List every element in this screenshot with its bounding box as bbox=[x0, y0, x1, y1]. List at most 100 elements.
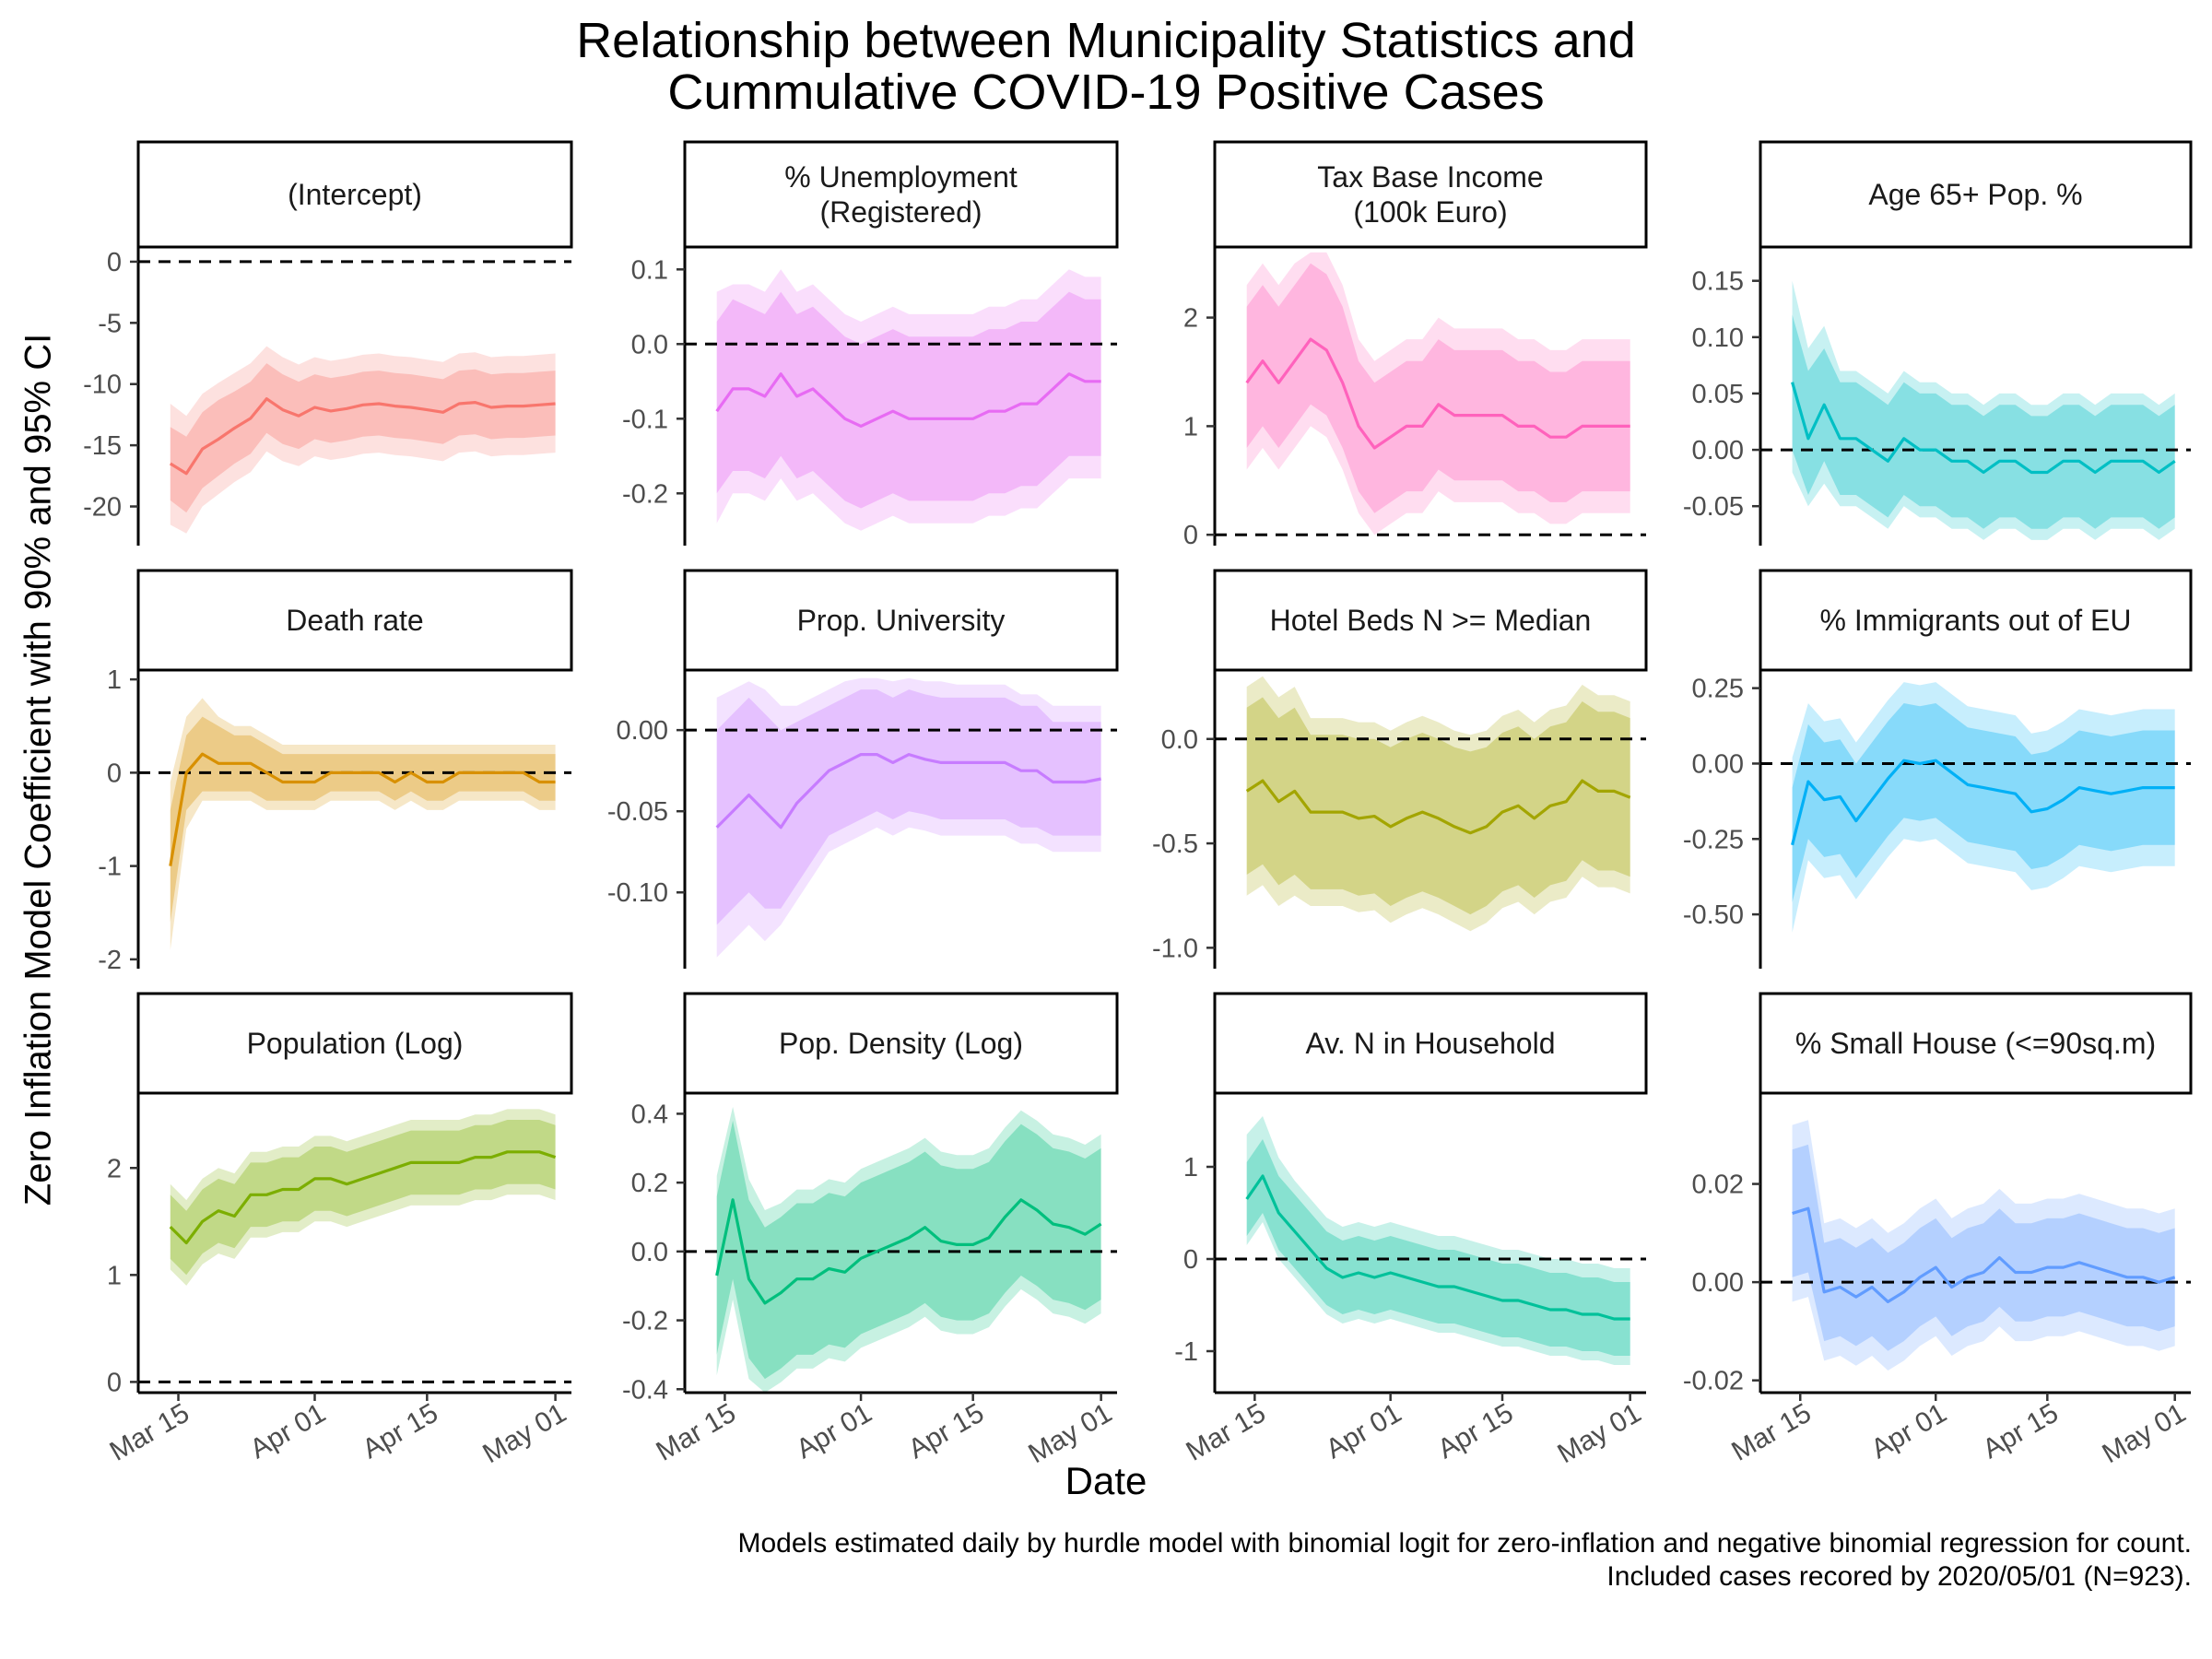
estimate-line bbox=[1245, 779, 1631, 835]
y-tick-label: -0.2 bbox=[622, 479, 668, 509]
panel-plot-area bbox=[685, 269, 1117, 531]
ci90-ribbon bbox=[1246, 697, 1630, 915]
ci95-ribbon bbox=[170, 346, 556, 534]
panel-plot-area bbox=[1215, 1116, 1646, 1365]
y-tick-label: -15 bbox=[83, 431, 122, 461]
x-tick-label: Apr 15 bbox=[1978, 1397, 2064, 1465]
y-tick-label: 0.4 bbox=[631, 1100, 668, 1129]
y-tick-label: 0 bbox=[107, 248, 122, 277]
y-tick-label: 0.0 bbox=[1161, 725, 1198, 755]
y-tick-label: 0.02 bbox=[1692, 1171, 1744, 1200]
y-tick-label: 0.1 bbox=[631, 255, 668, 285]
facet-panel: Prop. University 0.00 -0.05 -0.10 bbox=[607, 569, 1119, 969]
facet-strip bbox=[683, 992, 1119, 1095]
y-tick-label: 0 bbox=[1183, 1245, 1198, 1275]
estimate-line bbox=[169, 1150, 557, 1245]
y-tick-label: 0 bbox=[1183, 521, 1198, 550]
y-tick-label: -0.50 bbox=[1683, 900, 1744, 930]
ci95-ribbon bbox=[170, 698, 556, 950]
x-tick-label: Mar 15 bbox=[1181, 1397, 1270, 1466]
x-tick-label: Apr 15 bbox=[358, 1397, 443, 1465]
y-tick-label: -0.1 bbox=[622, 405, 668, 434]
facet-strip bbox=[1759, 140, 2193, 249]
y-tick-label: -0.05 bbox=[607, 797, 668, 827]
y-tick-label: 0.2 bbox=[631, 1169, 668, 1198]
x-tick-label: Apr 01 bbox=[792, 1397, 877, 1465]
ci95-ribbon bbox=[716, 1106, 1101, 1393]
x-tick-label: Apr 01 bbox=[245, 1397, 331, 1465]
y-tick-label: 1 bbox=[107, 1261, 122, 1290]
y-tick-label: -20 bbox=[83, 493, 122, 523]
x-tick-label: Mar 15 bbox=[105, 1397, 194, 1466]
facet-strip-label: (100k Euro) bbox=[1353, 195, 1507, 229]
facet-strip bbox=[1759, 569, 2193, 672]
panel-plot-area bbox=[1760, 1120, 2191, 1371]
chart-title-line-2: Cummulative COVID-19 Positive Cases bbox=[667, 65, 1545, 120]
estimate-line bbox=[1792, 1206, 2176, 1304]
ci90-ribbon bbox=[1792, 703, 2175, 902]
y-tick-label: -0.02 bbox=[1683, 1367, 1744, 1396]
x-tick-label: Apr 01 bbox=[1866, 1397, 1952, 1465]
y-tick-label: 1 bbox=[107, 665, 122, 695]
ci90-ribbon bbox=[170, 716, 556, 923]
chart-title-line-1: Relationship between Municipality Statis… bbox=[576, 13, 1636, 68]
facet-panel: Hotel Beds N >= Median 0.0 -0.5 -1.0 bbox=[1152, 569, 1648, 969]
facet-strip-label: Death rate bbox=[286, 604, 423, 637]
panel-plot-area bbox=[138, 1109, 571, 1383]
ci95-ribbon bbox=[716, 677, 1101, 958]
ci90-ribbon bbox=[716, 291, 1101, 509]
ci90-ribbon bbox=[716, 1120, 1101, 1380]
estimate-line bbox=[169, 397, 556, 476]
facet-strip-label: Age 65+ Pop. % bbox=[1868, 178, 2082, 211]
y-tick-label: 1 bbox=[1183, 412, 1198, 441]
y-tick-label: -10 bbox=[83, 371, 122, 400]
y-tick-label: 0.00 bbox=[617, 716, 668, 746]
x-axis-label: Date bbox=[1065, 1459, 1147, 1502]
x-tick-label: Apr 15 bbox=[903, 1397, 989, 1465]
facet-strip bbox=[136, 992, 573, 1095]
y-tick-label: -0.25 bbox=[1683, 825, 1744, 854]
facet-strip-label: Prop. University bbox=[797, 604, 1006, 637]
y-tick-label: 0.15 bbox=[1692, 267, 1744, 297]
ci95-ribbon bbox=[1246, 1116, 1630, 1365]
estimate-line bbox=[1245, 337, 1630, 450]
facet-strip-label: % Immigrants out of EU bbox=[1820, 604, 2132, 637]
estimate-line bbox=[715, 372, 1101, 428]
panel-plot-area bbox=[1215, 252, 1646, 536]
facet-panel: Death rate 1 0 -1 -2 bbox=[98, 569, 573, 975]
facet-strip bbox=[683, 569, 1119, 672]
facet-strip-label: (Intercept) bbox=[288, 178, 422, 211]
ci90-ribbon bbox=[1792, 1144, 2175, 1351]
facet-strip-label: Tax Base Income bbox=[1317, 160, 1543, 194]
y-tick-label: 0 bbox=[107, 1368, 122, 1397]
y-tick-label: -0.4 bbox=[622, 1375, 668, 1405]
facet-panel: % Immigrants out of EU 0.25 0.00 -0.25 -0.50 bbox=[1683, 569, 2193, 969]
y-tick-label: 0.0 bbox=[631, 1238, 668, 1267]
ci90-ribbon bbox=[1246, 1139, 1630, 1356]
ci95-ribbon bbox=[1792, 682, 2175, 933]
facet-panel: % Unemployment(Registered) 0.1 0.0 -0.1 -0.2 bbox=[622, 140, 1119, 546]
ci90-ribbon bbox=[1792, 314, 2175, 529]
panel-plot-area bbox=[685, 677, 1117, 958]
x-tick-label: Apr 15 bbox=[1432, 1397, 1518, 1465]
facet-panel: Population (Log)Mar 15 Apr 01 Apr 15 May 01… bbox=[105, 992, 573, 1469]
y-tick-label: 0.0 bbox=[631, 330, 668, 359]
facet-strip bbox=[1213, 140, 1648, 249]
y-tick-label: -2 bbox=[98, 946, 122, 975]
facet-strip-label: Pop. Density (Log) bbox=[779, 1027, 1023, 1060]
facet-strip-label: Av. N in Household bbox=[1306, 1027, 1556, 1060]
y-tick-label: 1 bbox=[1183, 1153, 1198, 1182]
estimate-line bbox=[169, 752, 556, 866]
x-tick-label: Apr 01 bbox=[1321, 1397, 1406, 1465]
y-tick-label: 0 bbox=[107, 759, 122, 788]
y-tick-label: 0.10 bbox=[1692, 324, 1744, 353]
panel-plot-area bbox=[685, 1106, 1117, 1393]
ci95-ribbon bbox=[716, 269, 1101, 531]
y-tick-label: 0.00 bbox=[1692, 436, 1744, 465]
ci95-ribbon bbox=[170, 1109, 556, 1286]
ci95-ribbon bbox=[1792, 1120, 2175, 1371]
facet-strip bbox=[136, 569, 573, 672]
ci90-ribbon bbox=[716, 689, 1101, 925]
y-tick-label: 0.00 bbox=[1692, 1268, 1744, 1298]
